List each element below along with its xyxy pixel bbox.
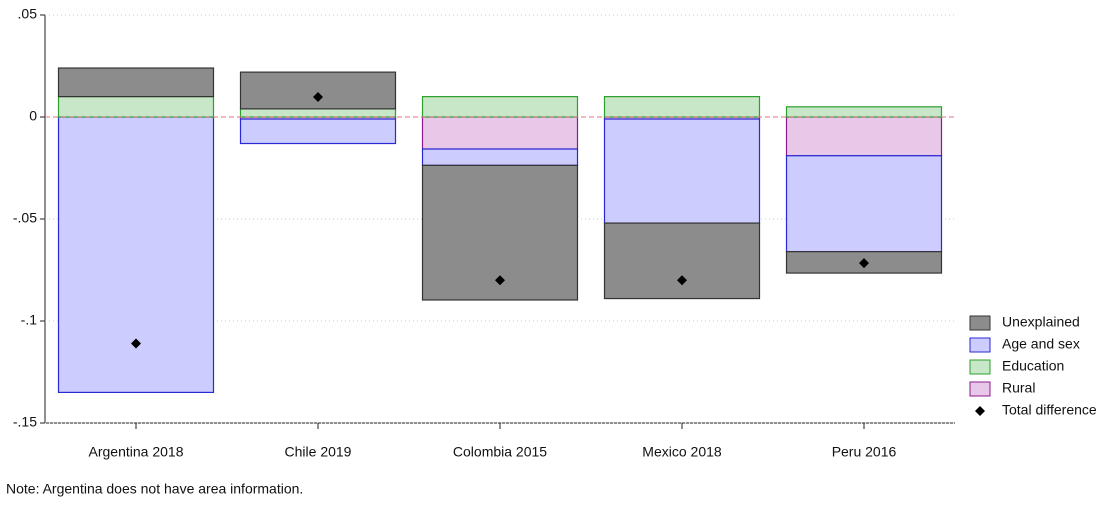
total-marker xyxy=(131,338,141,349)
y-tick-label: 0 xyxy=(29,108,37,124)
bar-segment xyxy=(785,116,943,157)
bar-segment xyxy=(603,95,761,118)
legend-label: Unexplained xyxy=(1002,314,1080,330)
bar-segment xyxy=(57,116,215,393)
legend-label: Total difference xyxy=(1002,402,1097,418)
x-tick-label: Argentina 2018 xyxy=(89,444,184,460)
bar-segment xyxy=(239,108,397,118)
total-marker xyxy=(495,275,505,286)
legend-marker xyxy=(975,406,985,416)
total-marker xyxy=(859,258,869,269)
legend-swatch xyxy=(969,381,991,397)
y-tick-label: -.05 xyxy=(13,210,37,226)
x-tick-label: Mexico 2018 xyxy=(642,444,722,460)
x-tick-label: Colombia 2015 xyxy=(453,444,547,460)
x-tick-label: Chile 2019 xyxy=(285,444,352,460)
bar-segment xyxy=(239,118,397,145)
y-tick-label: -.15 xyxy=(13,414,37,430)
y-tick-label: -.1 xyxy=(21,312,38,328)
x-tick-label: Peru 2016 xyxy=(832,444,897,460)
bar-segment xyxy=(785,155,943,253)
legend-label: Age and sex xyxy=(1002,336,1080,352)
bar-segment xyxy=(785,106,943,118)
legend-swatch xyxy=(969,359,991,375)
legend-swatch xyxy=(969,337,991,353)
total-marker xyxy=(313,92,323,103)
legend-swatch xyxy=(969,315,991,331)
legend-label: Rural xyxy=(1002,380,1035,396)
bar-segment xyxy=(603,222,761,300)
note: Note: Argentina does not have area infor… xyxy=(6,481,303,497)
bar-segment xyxy=(421,116,579,150)
bar-segment xyxy=(57,67,215,98)
bar-segment xyxy=(421,95,579,118)
bar-segment xyxy=(421,148,579,166)
y-tick-label: .05 xyxy=(18,6,38,22)
bar-segment xyxy=(603,118,761,224)
total-marker xyxy=(677,275,687,286)
bar-segment xyxy=(239,71,397,110)
bar-segment xyxy=(57,95,215,118)
legend-label: Education xyxy=(1002,358,1064,374)
